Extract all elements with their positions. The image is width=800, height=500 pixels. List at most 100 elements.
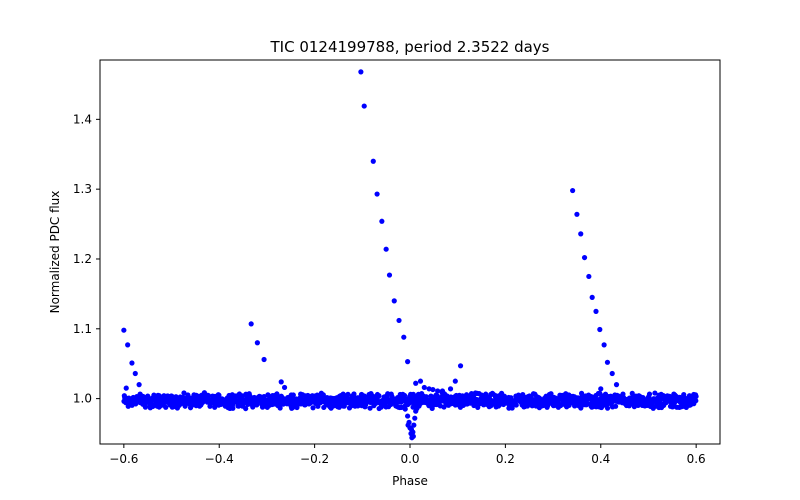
flare-points-point (374, 191, 380, 197)
flare-points-point (261, 356, 267, 363)
flare-points-point (439, 388, 446, 394)
baseline-point (475, 404, 481, 410)
flare-points-point (132, 370, 138, 377)
flare-points-point (601, 342, 607, 348)
flare-points-point (396, 317, 402, 324)
flare-points-point (589, 294, 595, 300)
x-tick-label: −0.6 (109, 452, 138, 466)
flare-points-point (248, 321, 254, 327)
baseline-point (216, 392, 222, 398)
flare-points-point (136, 382, 142, 388)
baseline-point (652, 390, 658, 396)
y-tick-label: 1.2 (73, 252, 92, 266)
baseline-point (212, 404, 218, 410)
flare-points-point (379, 218, 385, 224)
baseline-point (693, 393, 699, 400)
chart-title: TIC 0124199788, period 2.3522 days (269, 38, 549, 56)
baseline-point (205, 393, 212, 399)
flare-points-point (401, 334, 407, 340)
x-axis: −0.6 −0.4 −0.2 0.0 0.2 0.4 0.6 (109, 444, 706, 466)
baseline-point (646, 391, 653, 397)
dip-points-point (413, 408, 419, 414)
dip-points-point (405, 422, 411, 428)
baseline-point (613, 403, 619, 409)
x-axis-label: Phase (392, 474, 428, 488)
flare-points-point (391, 298, 397, 304)
flare-points-point (386, 272, 393, 278)
flare-points-point (604, 359, 611, 365)
y-tick-label: 1.1 (73, 322, 92, 336)
flare-points-point (405, 359, 411, 365)
flare-points-point (413, 380, 419, 386)
dip-points-point (405, 413, 411, 419)
baseline-point (230, 405, 236, 411)
flare-points-point (125, 342, 131, 348)
flare-points-point (417, 378, 424, 384)
flare-points-point (578, 231, 584, 237)
baseline-point (376, 393, 382, 399)
flare-points-point (123, 385, 129, 391)
flare-points-point (254, 340, 260, 346)
flare-points-point (586, 273, 592, 280)
x-tick-label: −0.2 (300, 452, 329, 466)
baseline-point (513, 402, 519, 408)
flare-points-point (430, 386, 436, 393)
baseline-point (345, 391, 351, 397)
flare-points-point (281, 384, 288, 391)
flare-points-point (609, 370, 615, 377)
y-axis-label: Normalized PDC flux (48, 191, 62, 314)
flare-points-point (361, 103, 367, 109)
flare-points-point (370, 158, 376, 164)
flare-points-point (358, 69, 364, 75)
y-tick-label: 1.0 (73, 392, 92, 406)
baseline-point (321, 404, 327, 411)
y-tick-label: 1.3 (73, 182, 92, 196)
flare-points-point (435, 388, 441, 394)
dip-points-point (410, 433, 416, 439)
flare-points-point (452, 378, 458, 384)
x-tick-label: 0.6 (687, 452, 706, 466)
flare-points-point (597, 326, 603, 333)
dip-points-point (412, 415, 418, 421)
baseline-point (509, 405, 515, 411)
baseline-point (254, 401, 260, 407)
baseline-point (351, 391, 357, 397)
baseline-point (604, 405, 611, 411)
flare-points-point (278, 379, 284, 385)
baseline-point (367, 405, 373, 411)
dip-points-point (402, 406, 408, 412)
baseline-point (361, 393, 367, 399)
flare-points-point (421, 384, 427, 391)
baseline-point (163, 404, 169, 410)
baseline-point (181, 390, 187, 396)
x-tick-label: −0.4 (205, 452, 234, 466)
baseline-point (142, 404, 149, 410)
baseline-point (483, 391, 489, 397)
flare-points-point (129, 360, 135, 366)
flare-points-point (598, 386, 604, 392)
flare-points-point (457, 363, 464, 369)
baseline-point (310, 405, 316, 411)
flare-points-point (581, 254, 588, 261)
y-axis: 1.0 1.1 1.2 1.3 1.4 (73, 112, 100, 406)
flare-points-point (121, 327, 127, 333)
flare-points-point (447, 386, 454, 392)
baseline-point (243, 405, 249, 412)
flare-points-point (574, 211, 580, 217)
x-tick-label: 0.0 (400, 452, 419, 466)
x-tick-label: 0.4 (591, 452, 610, 466)
data-points (121, 69, 699, 441)
baseline-point (693, 398, 699, 404)
baseline-point (290, 392, 296, 398)
flare-points-point (593, 308, 599, 314)
flare-points-point (383, 246, 389, 252)
baseline-point (320, 392, 326, 398)
dip-points-point (411, 422, 417, 428)
flare-points-point (613, 382, 620, 388)
flare-points-point (570, 187, 576, 194)
y-tick-label: 1.4 (73, 112, 92, 126)
dip-points-point (408, 426, 415, 432)
x-tick-label: 0.2 (496, 452, 515, 466)
